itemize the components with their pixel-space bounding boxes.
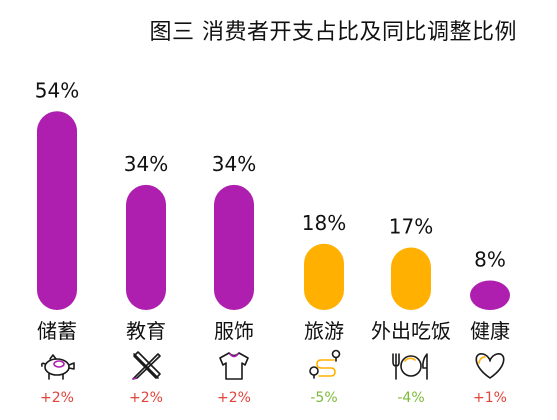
bar-1: [126, 184, 166, 310]
change-label-4: -4%: [397, 390, 424, 406]
category-label-0: 储蓄: [37, 319, 77, 343]
bar-3: [304, 243, 344, 310]
change-label-2: +2%: [217, 390, 251, 406]
heart-icon: [475, 353, 505, 379]
bar-5: [470, 280, 510, 310]
tshirt-icon: [219, 352, 249, 380]
category-label-5: 健康: [470, 319, 510, 343]
bar-4: [391, 247, 431, 310]
category-label-2: 服饰: [214, 319, 254, 343]
value-label-3: 18%: [302, 211, 346, 235]
change-label-1: +2%: [129, 390, 163, 406]
route-pin-icon: [309, 349, 341, 379]
value-label-4: 17%: [389, 214, 433, 238]
piggy-bank-icon: [41, 354, 75, 380]
change-label-3: -5%: [310, 390, 337, 406]
category-label-3: 旅游: [304, 319, 344, 343]
category-label-4: 外出吃饭: [371, 319, 451, 343]
pencil-ruler-icon: [132, 351, 161, 380]
category-label-1: 教育: [126, 319, 166, 343]
change-label-0: +2%: [40, 390, 74, 406]
change-label-5: +1%: [473, 390, 507, 406]
value-label-2: 34%: [212, 152, 256, 176]
fork-plate-knife-icon: [392, 353, 428, 380]
value-label-0: 54%: [35, 78, 79, 102]
bar-0: [37, 111, 77, 310]
value-label-1: 34%: [124, 152, 168, 176]
bar-2: [214, 184, 254, 310]
value-label-5: 8%: [474, 248, 506, 272]
chart-title: 图三 消费者开支占比及同比调整比例: [149, 20, 517, 45]
